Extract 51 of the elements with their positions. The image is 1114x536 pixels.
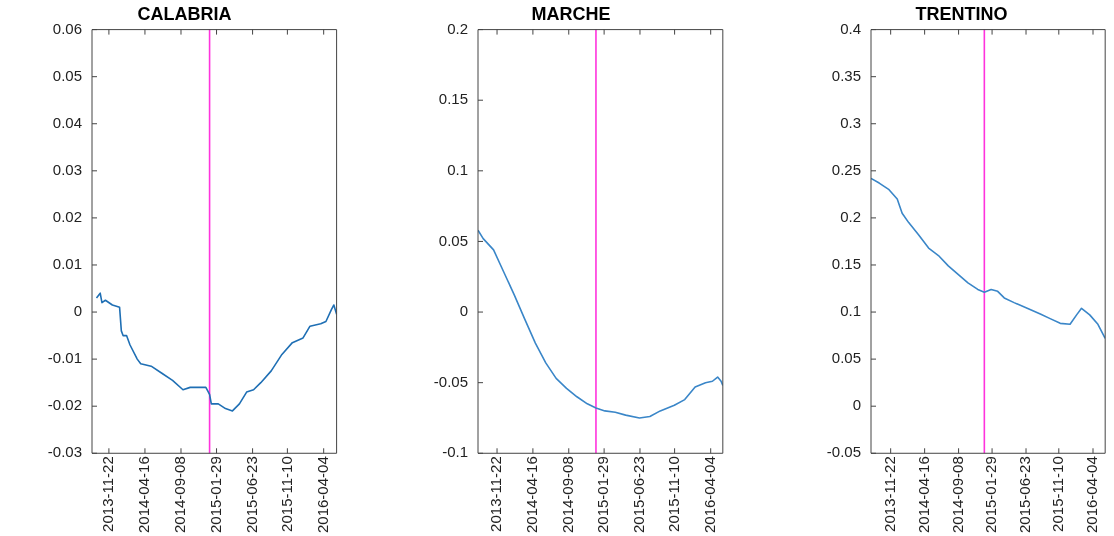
y-tick-label: 0.1 (840, 302, 861, 320)
x-tick-label: 2014-04-16 (135, 456, 153, 534)
y-tick-label: 0.2 (447, 19, 468, 37)
y-tick-label: 0.05 (438, 231, 468, 249)
chart-title: MARCHE (531, 3, 611, 24)
y-tick-label: 0.05 (831, 349, 861, 367)
y-tick-label: -0.1 (442, 443, 468, 461)
y-tick-label: 0.15 (831, 255, 861, 273)
y-tick-label: 0.06 (52, 19, 82, 37)
x-tick-label: 2016-04-04 (700, 456, 718, 534)
x-tick-label: 2015-01-29 (206, 456, 224, 534)
x-tick-label: 2015-01-29 (982, 456, 1000, 534)
x-tick-label: 2015-11-10 (277, 456, 295, 532)
x-tick-label: 2015-06-23 (630, 456, 648, 534)
x-tick-label: 2016-04-04 (1083, 456, 1101, 534)
y-tick-label: 0.4 (840, 19, 861, 37)
y-tick-label: -0.02 (47, 396, 82, 414)
y-tick-label: 0 (73, 302, 82, 320)
x-tick-label: 2015-11-10 (1048, 456, 1066, 532)
x-tick-label: 2015-01-29 (594, 456, 612, 534)
y-tick-label: 0.03 (52, 160, 82, 178)
y-tick-label: 0.15 (438, 90, 468, 108)
y-tick-label: 0.2 (840, 208, 861, 226)
x-tick-label: 2014-09-08 (558, 456, 576, 534)
y-tick-label: 0.25 (831, 160, 861, 178)
y-tick-label: -0.03 (47, 443, 82, 461)
y-tick-label: -0.05 (433, 372, 468, 390)
y-tick-label: 0.04 (52, 113, 82, 131)
y-tick-label: 0.35 (831, 66, 861, 84)
y-tick-label: 0.05 (52, 66, 82, 84)
x-tick-label: 2014-09-08 (171, 456, 189, 534)
x-tick-label: 2016-04-04 (313, 456, 331, 534)
y-tick-label: 0.3 (840, 113, 861, 131)
x-tick-label: 2014-04-16 (914, 456, 932, 534)
x-tick-label: 2015-06-23 (242, 456, 260, 534)
y-tick-label: 0 (852, 396, 861, 414)
x-tick-label: 2015-06-23 (1016, 456, 1034, 534)
y-tick-label: 0.1 (447, 160, 468, 178)
x-tick-label: 2013-11-22 (880, 456, 898, 532)
y-tick-label: 0.02 (52, 208, 82, 226)
y-tick-label: 0.01 (52, 255, 82, 273)
x-tick-label: 2014-04-16 (523, 456, 541, 534)
chart-title: CALABRIA (137, 3, 232, 24)
y-tick-label: 0 (459, 302, 468, 320)
y-tick-label: -0.01 (47, 349, 82, 367)
y-tick-label: -0.05 (826, 443, 861, 461)
x-tick-label: 2013-11-22 (487, 456, 505, 532)
x-tick-label: 2013-11-22 (99, 456, 117, 532)
x-tick-label: 2014-09-08 (948, 456, 966, 534)
chart-title: TRENTINO (915, 3, 1008, 24)
x-tick-label: 2015-11-10 (664, 456, 682, 532)
